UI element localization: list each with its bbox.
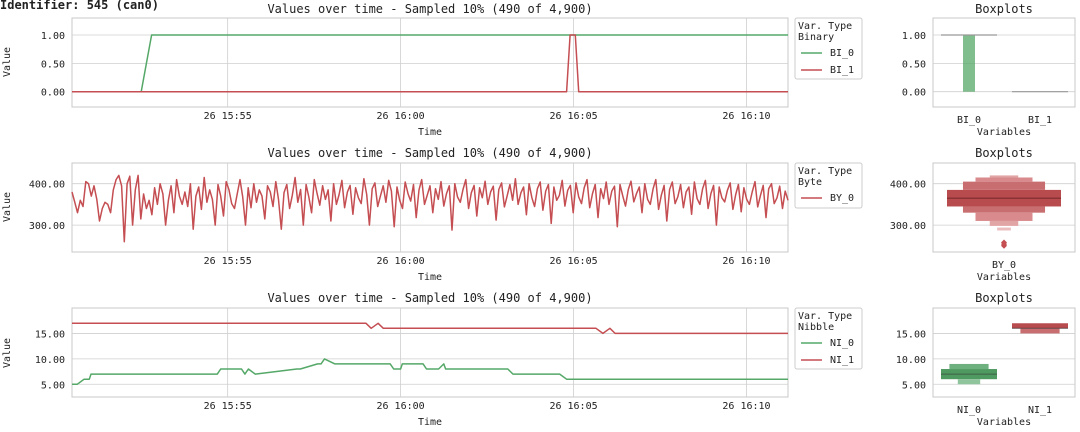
x-tick-label: 26 16:00 bbox=[377, 111, 425, 122]
boxen-box-ni_1 bbox=[1020, 328, 1060, 334]
plot-frame bbox=[71, 17, 789, 108]
y-tick-label: 1.00 bbox=[41, 31, 65, 42]
x-tick-label: BI_1 bbox=[1028, 115, 1052, 126]
legend-title: Var. Type bbox=[798, 166, 852, 177]
boxen-box bbox=[975, 177, 1033, 182]
boxplot-frame bbox=[932, 162, 1076, 253]
legend: Var. Type Binary BI_0 BI_1 bbox=[794, 17, 863, 80]
x-tick-label: 26 16:05 bbox=[549, 401, 597, 412]
x-axis-label: Time bbox=[418, 127, 442, 138]
box-bi_0 bbox=[963, 35, 975, 92]
y-tick-label: 400.00 bbox=[29, 180, 65, 191]
x-tick-label: BY_0 bbox=[992, 260, 1016, 271]
legend-subtitle: Binary bbox=[798, 32, 834, 43]
identifier-title: Identifier: 545 (can0) bbox=[0, 0, 159, 12]
legend-title: Var. Type bbox=[798, 311, 852, 322]
y-tick-label: 15.00 bbox=[35, 329, 65, 340]
boxplot-x-axis-label: Variables bbox=[977, 127, 1031, 138]
x-tick-label: 26 15:55 bbox=[204, 111, 252, 122]
x-axis-label: Time bbox=[418, 417, 442, 428]
y-tick-label: 5.00 bbox=[902, 380, 926, 391]
boxplot-title: Boxplots bbox=[975, 146, 1033, 160]
x-tick-label: 26 16:00 bbox=[377, 256, 425, 267]
x-tick-label: 26 16:10 bbox=[722, 111, 770, 122]
line-chart-2: Values over time - Sampled 10% (490 of 4… bbox=[2, 146, 863, 283]
y-tick-label: 0.50 bbox=[902, 59, 926, 70]
boxplot-title: Boxplots bbox=[975, 2, 1033, 16]
x-tick-label: NI_0 bbox=[957, 405, 981, 416]
legend-frame bbox=[794, 307, 863, 370]
boxen-box bbox=[975, 212, 1033, 221]
line-chart-1: Values over time - Sampled 10% (490 of 4… bbox=[2, 2, 863, 138]
series-line-bi_1 bbox=[72, 34, 788, 93]
series-line-ni_1 bbox=[72, 322, 788, 335]
boxplot-frame bbox=[932, 307, 1076, 398]
y-axis-label: Value bbox=[2, 338, 13, 368]
chart-title: Values over time - Sampled 10% (490 of 4… bbox=[267, 2, 592, 16]
boxplot-chart-2: Boxplots 300.00 400.00 BY_0 Variables bbox=[890, 146, 1076, 283]
y-tick-label: 1.00 bbox=[902, 31, 926, 42]
x-tick-label: 26 16:05 bbox=[549, 256, 597, 267]
boxplot-chart-1: Boxplots 0.00 0.50 1.00 BI_0 BI_1 Variable… bbox=[902, 2, 1076, 138]
y-tick-label: 300.00 bbox=[29, 221, 65, 232]
boxen-box bbox=[962, 206, 1046, 213]
boxen-box bbox=[989, 220, 1019, 226]
y-tick-label: 400.00 bbox=[890, 180, 926, 191]
legend-subtitle: Byte bbox=[798, 177, 822, 188]
y-tick-label: 10.00 bbox=[896, 355, 926, 366]
series-line-ni_0 bbox=[72, 358, 788, 386]
legend-title: Var. Type bbox=[798, 21, 852, 32]
chart-title: Values over time - Sampled 10% (490 of 4… bbox=[267, 146, 592, 160]
y-tick-label: 5.00 bbox=[41, 380, 65, 391]
outlier-point bbox=[1001, 239, 1007, 246]
x-tick-label: 26 15:55 bbox=[204, 401, 252, 412]
boxen-box-ni_0 bbox=[957, 379, 981, 385]
boxplot-chart-3: Boxplots 5.00 10.00 15.00 NI_0 NI_1 Variab… bbox=[896, 291, 1076, 428]
legend-frame bbox=[794, 162, 863, 209]
x-axis-label: Time bbox=[418, 272, 442, 283]
chart-title: Values over time - Sampled 10% (490 of 4… bbox=[267, 291, 592, 305]
boxplot-x-axis-label: Variables bbox=[977, 272, 1031, 283]
y-tick-label: 300.00 bbox=[890, 221, 926, 232]
legend-entry-bi1: BI_1 bbox=[830, 65, 854, 76]
boxplot-x-axis-label: Variables bbox=[977, 417, 1031, 428]
x-tick-label: 26 16:10 bbox=[722, 256, 770, 267]
line-chart-3: Values over time - Sampled 10% (490 of 4… bbox=[2, 291, 863, 428]
legend: Var. Type Nibble NI_0 NI_1 bbox=[794, 307, 863, 370]
y-tick-label: 0.50 bbox=[41, 59, 65, 70]
y-tick-label: 10.00 bbox=[35, 355, 65, 366]
x-tick-label: BI_0 bbox=[957, 115, 981, 126]
series-line-by_0 bbox=[71, 174, 789, 243]
boxplot-frame bbox=[932, 17, 1076, 108]
legend-entry-ni0: NI_0 bbox=[830, 338, 854, 349]
plot-frame bbox=[71, 162, 789, 253]
y-axis-label: Value bbox=[2, 192, 13, 222]
x-tick-label: 26 16:00 bbox=[377, 401, 425, 412]
boxen-box bbox=[997, 227, 1011, 231]
boxen-box bbox=[962, 181, 1046, 190]
legend-entry-bi0: BI_0 bbox=[830, 48, 854, 59]
y-tick-label: 0.00 bbox=[41, 88, 65, 99]
x-tick-label: 26 16:10 bbox=[722, 401, 770, 412]
legend-frame bbox=[794, 17, 863, 80]
plot-frame bbox=[71, 307, 789, 398]
legend-entry-ni1: NI_1 bbox=[830, 355, 854, 366]
legend: Var. Type Byte BY_0 bbox=[794, 162, 863, 209]
boxen-box-ni_1 bbox=[1012, 323, 1068, 329]
x-tick-label: 26 15:55 bbox=[204, 256, 252, 267]
legend-entry-by0: BY_0 bbox=[830, 193, 854, 204]
legend-subtitle: Nibble bbox=[798, 322, 834, 333]
y-tick-label: 0.00 bbox=[902, 88, 926, 99]
x-tick-label: NI_1 bbox=[1028, 405, 1052, 416]
x-tick-label: 26 16:05 bbox=[549, 111, 597, 122]
boxen-box bbox=[989, 175, 1019, 178]
boxplot-title: Boxplots bbox=[975, 291, 1033, 305]
boxen-box-ni_0 bbox=[949, 363, 989, 370]
y-axis-label: Value bbox=[2, 47, 13, 77]
y-tick-label: 15.00 bbox=[896, 329, 926, 340]
